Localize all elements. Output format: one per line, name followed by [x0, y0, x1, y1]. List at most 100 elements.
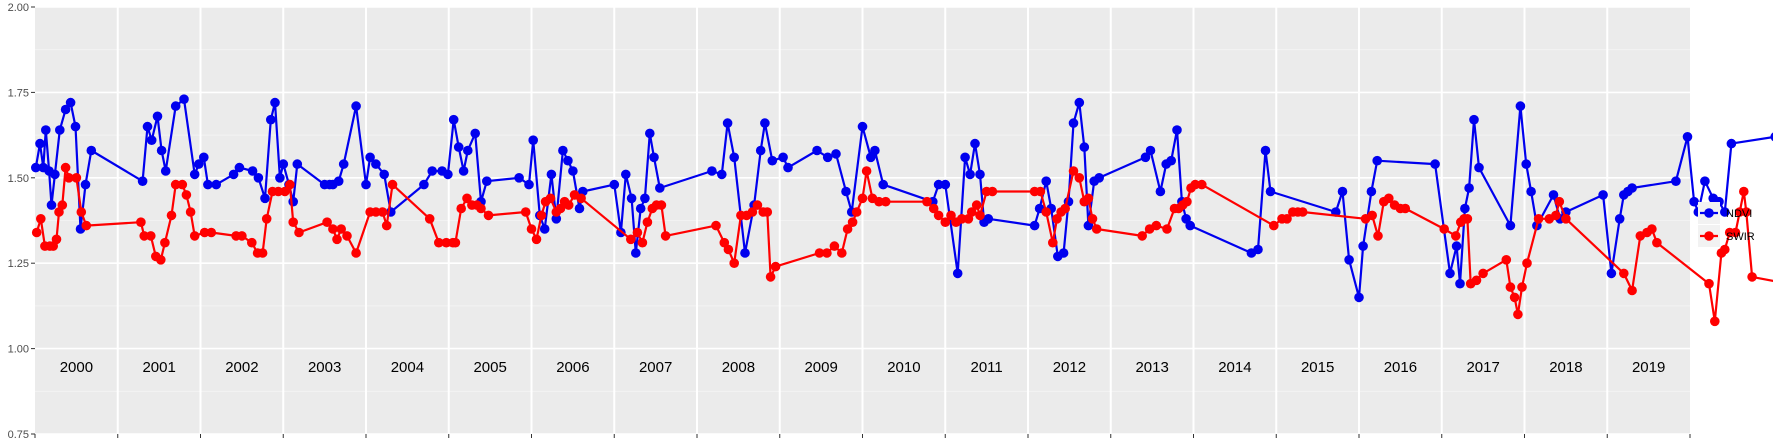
swir-point — [975, 210, 985, 221]
ndvi-point — [1445, 268, 1455, 279]
ndvi-point — [574, 203, 585, 214]
swir-point — [563, 200, 574, 210]
ndvi-point — [292, 159, 303, 169]
ndvi-point — [1627, 183, 1637, 193]
swir-point — [526, 224, 537, 234]
ndvi-point — [609, 179, 620, 190]
ndvi-point — [266, 114, 276, 125]
swir-point — [1151, 220, 1162, 231]
year-label-2012: 2012 — [1053, 359, 1086, 376]
ndvi-point — [1515, 101, 1526, 111]
swir-point — [1367, 210, 1377, 221]
swir-point — [1439, 224, 1449, 234]
ndvi-point — [1253, 244, 1263, 255]
ndvi-point — [983, 214, 994, 224]
swir-point — [146, 231, 156, 241]
ndvi-point — [778, 152, 788, 163]
swir-point — [1652, 237, 1662, 248]
ndvi-point — [1689, 196, 1699, 207]
ndvi-point — [333, 176, 344, 186]
ndvi-point — [729, 152, 739, 163]
swir-point — [520, 207, 531, 217]
swir-point — [166, 210, 177, 221]
swir-point — [922, 196, 932, 207]
swir-point — [156, 254, 166, 265]
swir-point — [1269, 220, 1279, 231]
swir-point — [987, 186, 998, 197]
y-tick-label: 1.00 — [8, 344, 29, 356]
swir-point — [1720, 244, 1730, 255]
swir-point — [441, 237, 452, 248]
swir-point — [531, 234, 542, 245]
ndvi-point — [878, 179, 888, 190]
year-labels: 2000 2001 2002 2003 2004 2005 2006 2007 2008 2009… — [60, 359, 1666, 376]
swir-point — [656, 200, 667, 210]
swir-point — [729, 258, 739, 269]
ndvi-point — [419, 179, 429, 190]
legend-label-swir: SWIR — [1726, 231, 1755, 243]
swir-point — [861, 166, 872, 176]
ndvi-point — [717, 169, 727, 180]
swir-point — [1734, 207, 1745, 217]
swir-point — [1747, 272, 1757, 282]
ndvi-point — [463, 145, 473, 156]
swir-point — [874, 196, 884, 207]
swir-point — [1197, 179, 1207, 190]
ndvi-point — [470, 128, 481, 139]
ndvi-point — [1770, 132, 1773, 142]
ndvi-point — [1366, 186, 1377, 197]
ndvi-point — [1145, 145, 1156, 156]
ndvi-point — [427, 166, 438, 176]
swir-point — [247, 237, 257, 248]
year-label-2010: 2010 — [887, 359, 920, 376]
ndvi-point — [142, 121, 153, 132]
ndvi-point — [952, 268, 963, 279]
swir-point — [257, 248, 268, 258]
ndvi-point — [458, 166, 469, 176]
ndvi-point — [1140, 152, 1151, 163]
year-label-2018: 2018 — [1549, 359, 1582, 376]
swir-point — [322, 217, 332, 227]
ndvi-point — [760, 118, 770, 128]
swir-point — [765, 272, 776, 282]
ndvi-point — [831, 149, 841, 159]
swir-point — [71, 173, 82, 183]
swir-point — [957, 214, 967, 224]
swir-point — [76, 207, 87, 217]
swir-point — [1282, 214, 1292, 224]
ndvi-point — [270, 97, 280, 108]
ndvi-point — [253, 173, 264, 183]
ndvi-point — [1606, 268, 1617, 279]
year-label-2015: 2015 — [1301, 359, 1334, 376]
ndvi-point — [1074, 97, 1085, 108]
ndvi-point — [152, 111, 163, 122]
year-label-2003: 2003 — [308, 359, 341, 376]
ndvi-point — [1469, 114, 1479, 125]
ndvi-point — [621, 169, 631, 180]
swir-point — [199, 227, 210, 238]
ndvi-point — [707, 166, 717, 176]
ndvi-point — [160, 166, 171, 176]
y-tick-label: 1.25 — [8, 258, 29, 270]
swir-point — [928, 203, 939, 214]
ndvi-point — [1372, 155, 1382, 166]
swir-point — [752, 200, 763, 210]
ndvi-point — [189, 169, 200, 180]
swir-point — [1710, 316, 1720, 327]
swir-point — [1087, 214, 1098, 224]
swir-point — [1182, 196, 1192, 207]
ndvi-point — [960, 152, 970, 163]
ndvi-point — [1344, 254, 1354, 265]
ndvi-point — [635, 203, 646, 214]
ndvi-point — [1700, 176, 1710, 186]
swir-point — [1190, 179, 1200, 190]
y-tick-label: 1.75 — [8, 87, 29, 99]
swir-point — [170, 179, 181, 190]
ndvi-point — [1720, 207, 1730, 217]
ndvi-point — [338, 159, 349, 169]
swir-point — [328, 224, 338, 234]
swir-point — [1137, 231, 1147, 241]
swir-point — [181, 190, 192, 200]
swir-point — [1554, 196, 1565, 207]
